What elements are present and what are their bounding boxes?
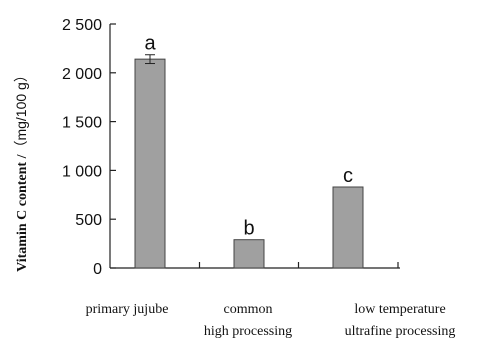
bar <box>233 239 265 269</box>
x-tick-label: low temperature <box>354 302 445 317</box>
y-tick-label: 500 <box>75 212 102 229</box>
x-tick-label: ultrafine processing <box>345 324 456 339</box>
x-tick-label: common <box>224 302 273 317</box>
y-tick-label: 2 000 <box>62 66 102 83</box>
y-tick-label: 1 500 <box>62 115 102 132</box>
bar <box>134 58 166 269</box>
y-tick-label: 0 <box>93 261 102 278</box>
y-axis-label: Vitamin C content /（mg/100 g） <box>13 68 30 272</box>
significance-label: b <box>243 218 254 240</box>
significance-label: c <box>343 165 353 187</box>
y-axis-label-unit: （mg/100 g） <box>13 68 29 154</box>
y-tick-label: 2 500 <box>62 17 102 34</box>
y-axis-label-main: Vitamin C content / <box>15 153 30 271</box>
y-tick-label: 1 000 <box>62 163 102 180</box>
x-tick-label: high processing <box>204 324 292 339</box>
bar <box>332 186 364 269</box>
x-tick-label: primary jujube <box>86 302 169 317</box>
significance-label: a <box>144 33 156 55</box>
